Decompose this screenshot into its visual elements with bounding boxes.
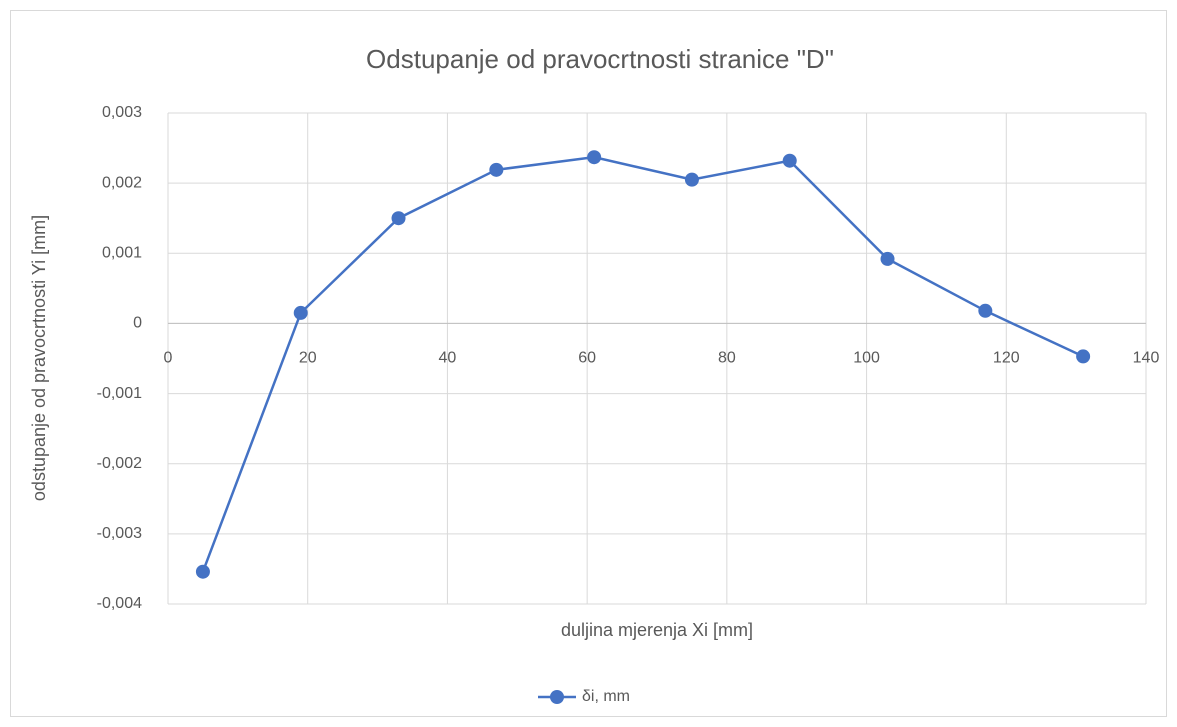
- y-tick-label: 0: [133, 315, 142, 332]
- chart-title: Odstupanje od pravocrtnosti stranice "D": [366, 44, 834, 74]
- legend-label: δi, mm: [582, 688, 630, 705]
- data-point: [1076, 349, 1091, 364]
- data-point: [195, 564, 210, 579]
- x-axis-label: duljina mjerenja Xi [mm]: [561, 620, 753, 640]
- y-tick-label: -0,004: [97, 595, 142, 612]
- x-tick-label: 80: [718, 350, 736, 367]
- y-tick-label: -0,002: [97, 455, 142, 472]
- x-tick-label: 20: [299, 350, 317, 367]
- data-point: [293, 305, 308, 320]
- data-point: [782, 153, 797, 168]
- data-point: [489, 162, 504, 177]
- y-tick-label: -0,001: [97, 385, 142, 402]
- data-point: [684, 172, 699, 187]
- y-tick-label: 0,003: [102, 104, 142, 121]
- x-tick-label: 140: [1133, 350, 1160, 367]
- data-point: [391, 211, 406, 226]
- x-tick-label: 0: [164, 350, 173, 367]
- chart-border: [10, 10, 1167, 717]
- data-point: [880, 251, 895, 266]
- legend-marker: [550, 690, 564, 704]
- x-tick-label: 40: [439, 350, 457, 367]
- y-tick-label: 0,002: [102, 174, 142, 191]
- y-tick-label: -0,003: [97, 525, 142, 542]
- x-tick-label: 60: [578, 350, 596, 367]
- data-point: [978, 303, 993, 318]
- x-tick-label: 100: [853, 350, 880, 367]
- data-point: [587, 150, 602, 165]
- series-line: [201, 155, 1084, 573]
- y-axis-label: odstupanje od pravocrtnosti Yi [mm]: [29, 215, 49, 501]
- y-tick-label: 0,001: [102, 245, 142, 262]
- x-tick-label: 120: [993, 350, 1020, 367]
